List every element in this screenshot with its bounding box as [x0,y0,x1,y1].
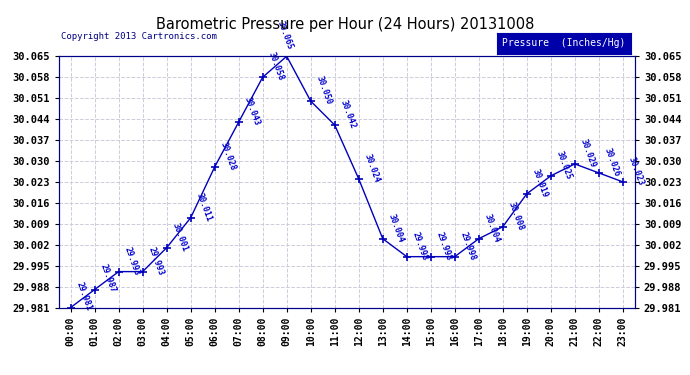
Text: 30.050: 30.050 [315,75,333,106]
Text: 30.019: 30.019 [531,167,550,199]
Text: 30.029: 30.029 [579,137,598,169]
Text: 30.042: 30.042 [339,99,357,130]
Text: 29.993: 29.993 [123,245,141,276]
Text: 30.025: 30.025 [555,149,573,181]
Text: 30.065: 30.065 [275,20,295,51]
Text: 30.004: 30.004 [483,212,502,243]
Text: Barometric Pressure per Hour (24 Hours) 20131008: Barometric Pressure per Hour (24 Hours) … [156,17,534,32]
Text: 29.981: 29.981 [75,281,94,312]
Text: 30.008: 30.008 [507,200,526,231]
Text: 30.024: 30.024 [363,152,382,184]
Text: Copyright 2013 Cartronics.com: Copyright 2013 Cartronics.com [61,32,217,41]
Text: 30.058: 30.058 [267,51,286,82]
Text: 29.998: 29.998 [459,230,477,261]
Text: 30.043: 30.043 [243,96,262,127]
Text: 30.011: 30.011 [195,191,214,222]
Text: 30.026: 30.026 [603,146,622,178]
Text: Pressure  (Inches/Hg): Pressure (Inches/Hg) [502,39,626,48]
Text: 29.987: 29.987 [99,263,117,294]
Text: 30.004: 30.004 [387,212,406,243]
Text: 29.998: 29.998 [435,230,453,261]
Text: 29.993: 29.993 [147,245,166,276]
Text: 29.998: 29.998 [411,230,430,261]
Text: 30.023: 30.023 [627,155,646,187]
Text: 30.028: 30.028 [219,140,237,172]
Text: 30.001: 30.001 [171,221,190,252]
